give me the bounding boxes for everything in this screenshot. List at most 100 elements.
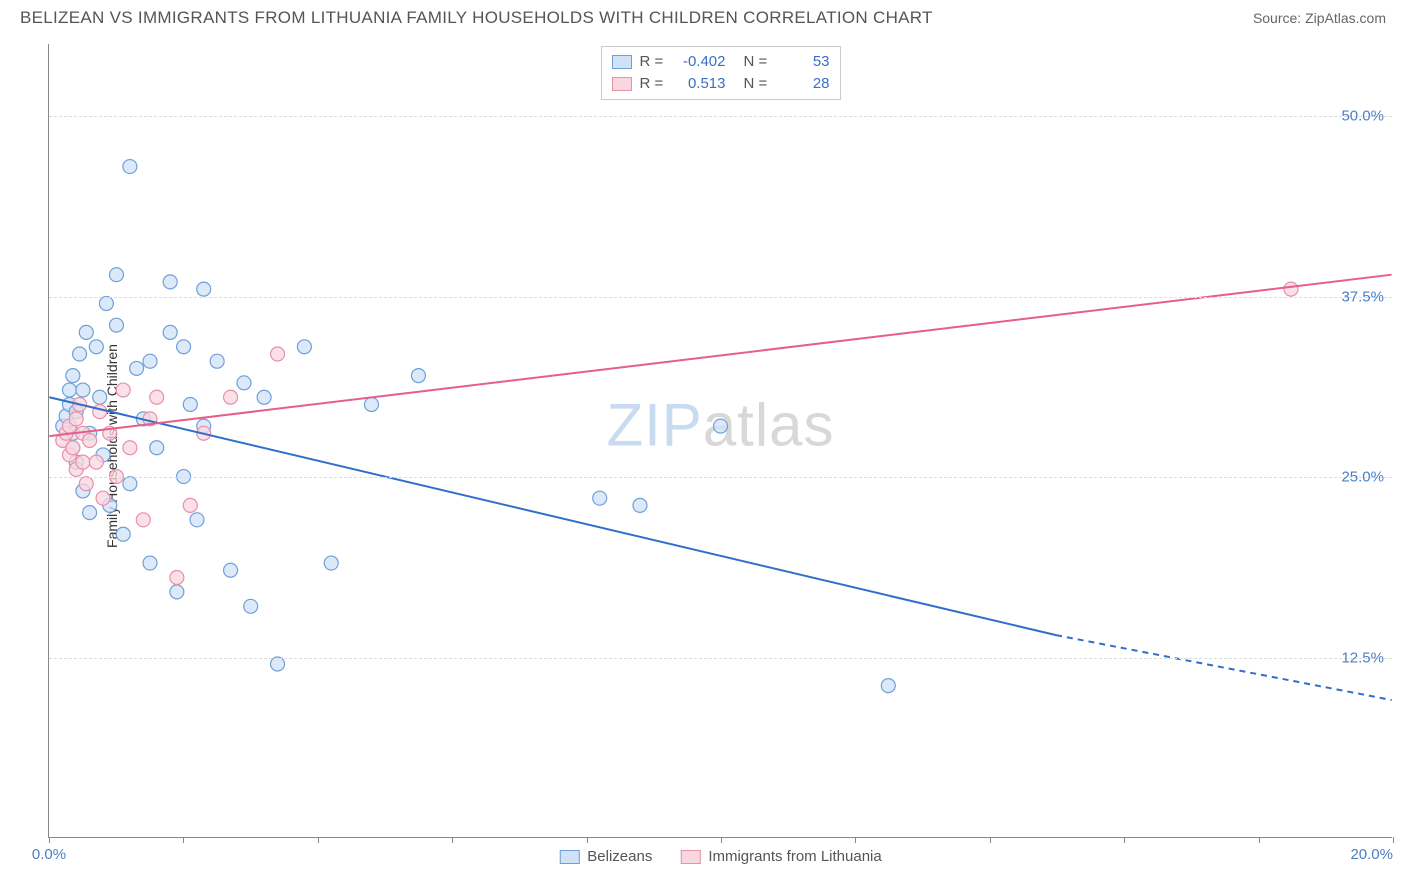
scatter-point	[123, 441, 137, 455]
scatter-point	[163, 275, 177, 289]
scatter-point	[89, 455, 103, 469]
scatter-point	[136, 513, 150, 527]
xtick	[318, 837, 319, 843]
scatter-point	[365, 397, 379, 411]
scatter-point	[197, 282, 211, 296]
ytick-label: 50.0%	[1341, 108, 1384, 125]
xtick	[183, 837, 184, 843]
scatter-point	[881, 679, 895, 693]
scatter-point	[76, 383, 90, 397]
xtick	[49, 837, 50, 843]
scatter-point	[324, 556, 338, 570]
scatter-point	[130, 361, 144, 375]
legend-swatch-lithuania	[680, 850, 700, 864]
xtick	[587, 837, 588, 843]
scatter-point	[633, 498, 647, 512]
scatter-plot-svg	[49, 44, 1392, 837]
legend-r-label: R =	[640, 51, 668, 73]
scatter-point	[271, 347, 285, 361]
scatter-point	[183, 397, 197, 411]
legend-r-value-1: -0.402	[676, 51, 726, 73]
legend-row-1: R = -0.402 N = 53	[612, 51, 830, 73]
xtick	[452, 837, 453, 843]
gridline-h	[49, 116, 1392, 117]
scatter-point	[224, 390, 238, 404]
scatter-point	[109, 268, 123, 282]
regression-line	[49, 275, 1391, 436]
legend-n-value-2: 28	[780, 73, 830, 95]
scatter-point	[73, 347, 87, 361]
scatter-point	[83, 434, 97, 448]
xtick-label: 0.0%	[32, 846, 66, 863]
scatter-point	[150, 390, 164, 404]
scatter-point	[66, 369, 80, 383]
scatter-point	[66, 441, 80, 455]
scatter-point	[271, 657, 285, 671]
scatter-point	[297, 340, 311, 354]
scatter-point	[99, 297, 113, 311]
legend-n-label: N =	[744, 73, 772, 95]
legend-item-lithuania: Immigrants from Lithuania	[680, 848, 881, 865]
scatter-point	[170, 585, 184, 599]
chart-plot-area: ZIPatlas R = -0.402 N = 53 R = 0.513 N =…	[48, 44, 1392, 838]
ytick-label: 25.0%	[1341, 469, 1384, 486]
regression-line-dashed	[1056, 635, 1392, 700]
ytick-label: 12.5%	[1341, 649, 1384, 666]
gridline-h	[49, 477, 1392, 478]
chart-header: BELIZEAN VS IMMIGRANTS FROM LITHUANIA FA…	[0, 0, 1406, 32]
scatter-point	[109, 318, 123, 332]
scatter-point	[76, 455, 90, 469]
legend-item-belizeans: Belizeans	[559, 848, 652, 865]
xtick	[855, 837, 856, 843]
scatter-point	[79, 325, 93, 339]
source-label: Source: ZipAtlas.com	[1253, 10, 1386, 26]
scatter-point	[150, 441, 164, 455]
scatter-point	[1284, 282, 1298, 296]
scatter-point	[123, 477, 137, 491]
legend-n-label: N =	[744, 51, 772, 73]
scatter-point	[69, 412, 83, 426]
scatter-point	[244, 599, 258, 613]
scatter-point	[143, 556, 157, 570]
scatter-point	[593, 491, 607, 505]
legend-row-2: R = 0.513 N = 28	[612, 73, 830, 95]
legend-n-value-1: 53	[780, 51, 830, 73]
legend-swatch-belizeans	[559, 850, 579, 864]
scatter-point	[190, 513, 204, 527]
xtick	[1393, 837, 1394, 843]
ytick-label: 37.5%	[1341, 288, 1384, 305]
scatter-point	[93, 390, 107, 404]
scatter-point	[714, 419, 728, 433]
scatter-point	[411, 369, 425, 383]
scatter-point	[210, 354, 224, 368]
legend-swatch-pink	[612, 77, 632, 91]
scatter-point	[237, 376, 251, 390]
correlation-legend: R = -0.402 N = 53 R = 0.513 N = 28	[601, 46, 841, 100]
scatter-point	[177, 340, 191, 354]
legend-label-lithuania: Immigrants from Lithuania	[708, 848, 881, 865]
scatter-point	[116, 527, 130, 541]
scatter-point	[183, 498, 197, 512]
scatter-point	[116, 383, 130, 397]
legend-label-belizeans: Belizeans	[587, 848, 652, 865]
scatter-point	[96, 491, 110, 505]
scatter-point	[89, 340, 103, 354]
gridline-h	[49, 658, 1392, 659]
scatter-point	[163, 325, 177, 339]
xtick	[721, 837, 722, 843]
scatter-point	[170, 570, 184, 584]
scatter-point	[83, 506, 97, 520]
legend-swatch-blue	[612, 55, 632, 69]
scatter-point	[257, 390, 271, 404]
xtick	[1259, 837, 1260, 843]
chart-title: BELIZEAN VS IMMIGRANTS FROM LITHUANIA FA…	[20, 8, 933, 28]
scatter-point	[93, 405, 107, 419]
scatter-point	[62, 383, 76, 397]
series-legend: Belizeans Immigrants from Lithuania	[559, 848, 881, 865]
scatter-point	[123, 160, 137, 174]
xtick	[1124, 837, 1125, 843]
legend-r-label: R =	[640, 73, 668, 95]
legend-r-value-2: 0.513	[676, 73, 726, 95]
scatter-point	[79, 477, 93, 491]
xtick-label: 20.0%	[1350, 846, 1393, 863]
